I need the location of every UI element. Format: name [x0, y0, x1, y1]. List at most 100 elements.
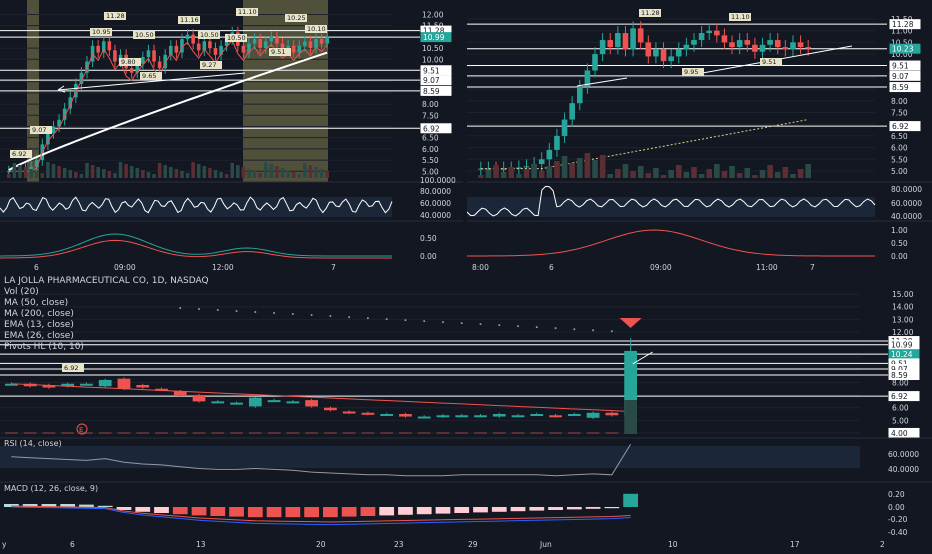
volume-bar: [34, 171, 39, 178]
volume-bar: [774, 172, 781, 178]
candle-body: [653, 49, 659, 57]
volume-bar: [721, 171, 728, 178]
price-tick: 8.00: [422, 100, 439, 109]
ema-line: [11, 383, 631, 412]
volume-bar: [668, 170, 674, 178]
indicator-pivots[interactable]: Pivots HL (10, 10): [4, 342, 84, 352]
candle-body: [691, 40, 697, 45]
volume-bar: [607, 174, 614, 178]
candle-body: [98, 379, 112, 387]
candle-body: [117, 378, 131, 389]
volume-bar: [790, 174, 796, 178]
candle-body: [269, 36, 274, 42]
macd-histogram-bar: [210, 507, 226, 516]
candle-body: [173, 391, 187, 396]
volume-bar: [691, 167, 697, 178]
time-label: 17: [790, 540, 800, 549]
candle-body: [29, 166, 33, 171]
volume-bar: [319, 169, 324, 178]
price-tick: 10.50: [891, 38, 913, 47]
pivot-label-box: [133, 31, 155, 39]
candle-body: [380, 414, 394, 417]
candle-body: [752, 44, 758, 52]
candle-body: [668, 56, 674, 62]
pivot-label: 11.10: [731, 13, 750, 21]
indicator-ema13[interactable]: EMA (13, close): [4, 320, 74, 330]
candle-body: [586, 412, 600, 418]
signal-line: [0, 239, 392, 259]
bottom-chart-pane[interactable]: 15.0014.0013.0012.0011.0010.009.008.007.…: [0, 276, 932, 550]
top-left-chart-pane[interactable]: 12.0011.5011.0010.5010.009.509.008.508.0…: [0, 0, 463, 272]
volume-bar: [645, 173, 652, 178]
pivot-label: 9.65: [142, 72, 156, 80]
level-tag-box: [888, 391, 920, 402]
volume-bar: [267, 432, 281, 434]
candle-body: [759, 44, 766, 52]
volume-bar: [211, 432, 225, 434]
volume-bar: [325, 171, 329, 178]
macd-legend[interactable]: MACD (12, 26, close, 9): [4, 484, 99, 493]
price-tick: 5.00: [422, 167, 439, 176]
volume-bar: [549, 432, 562, 434]
time-label: 6: [70, 540, 75, 549]
pivot-label-box: [30, 126, 52, 134]
volume-bar: [508, 167, 515, 178]
pivot-dot: [460, 322, 463, 325]
volume-bar: [40, 173, 45, 178]
indicator-ema26[interactable]: EMA (26, close): [4, 331, 74, 341]
volume-bar: [124, 164, 128, 178]
volume-bar: [180, 171, 184, 178]
candle-body: [297, 45, 302, 53]
pivot-label: 9.80: [121, 58, 135, 66]
pivot-dot: [198, 307, 201, 310]
level-tag-text: 10.99: [423, 33, 445, 42]
candle-body: [675, 49, 682, 57]
candle-body: [554, 135, 560, 150]
trend-arrow: [57, 72, 246, 91]
macd-histogram-bar: [22, 504, 38, 507]
volume-bar: [660, 175, 667, 178]
rsi-legend[interactable]: RSI (14, close): [4, 439, 62, 448]
macd-tick: 0.00: [420, 252, 437, 261]
symbol-title[interactable]: LA JOLLA PHARMACEUTICAL CO, 1D, NASDAQ: [4, 276, 209, 286]
candle-body: [492, 414, 506, 417]
volume-bar: [208, 168, 212, 178]
bottom-chart[interactable]: 15.0014.0013.0012.0011.0010.009.008.007.…: [0, 276, 932, 550]
candle-body: [258, 39, 262, 49]
macd-tick: -0.40: [888, 528, 908, 537]
volume-bar: [247, 169, 251, 178]
pivot-label-box: [62, 364, 84, 372]
volume-bar: [485, 170, 492, 178]
volume-bar: [90, 165, 95, 178]
pivot-label-box: [198, 31, 220, 39]
candle-body: [721, 35, 728, 43]
candle-body: [136, 384, 150, 388]
osc-tick: 60.0000: [420, 199, 451, 208]
top-left-chart[interactable]: 12.0011.5011.0010.5010.009.509.008.508.0…: [0, 0, 463, 272]
indicator-ma200[interactable]: MA (200, close): [4, 309, 74, 319]
candle-body: [263, 41, 268, 49]
time-label: 23: [394, 540, 404, 549]
top-right-chart[interactable]: 11.5011.0010.5010.009.509.008.508.007.50…: [466, 0, 932, 272]
pivot-label: 6.92: [64, 364, 78, 372]
volume-bar: [622, 164, 629, 178]
price-tick: 7.50: [422, 111, 439, 120]
oscillator-line: [466, 185, 876, 217]
candle-body: [530, 414, 544, 417]
candle-body: [185, 34, 190, 40]
candle-body: [744, 40, 751, 45]
top-right-chart-pane[interactable]: 11.5011.0010.5010.009.509.008.508.007.50…: [466, 0, 932, 272]
indicator-vol[interactable]: Vol (20): [4, 287, 39, 297]
volume-bar: [280, 168, 285, 178]
candle-body: [615, 33, 621, 48]
volume-bar: [324, 432, 337, 434]
volume-bar: [79, 174, 84, 178]
macd-tick: 0.00: [891, 252, 908, 261]
volume-bar: [380, 432, 394, 434]
volume-bar: [7, 174, 11, 178]
macd-histogram-bar: [60, 504, 76, 507]
indicator-ma50[interactable]: MA (50, close): [4, 298, 69, 308]
macd-line: [466, 229, 875, 257]
volume-bar: [23, 432, 37, 434]
volume-bar: [599, 155, 606, 178]
